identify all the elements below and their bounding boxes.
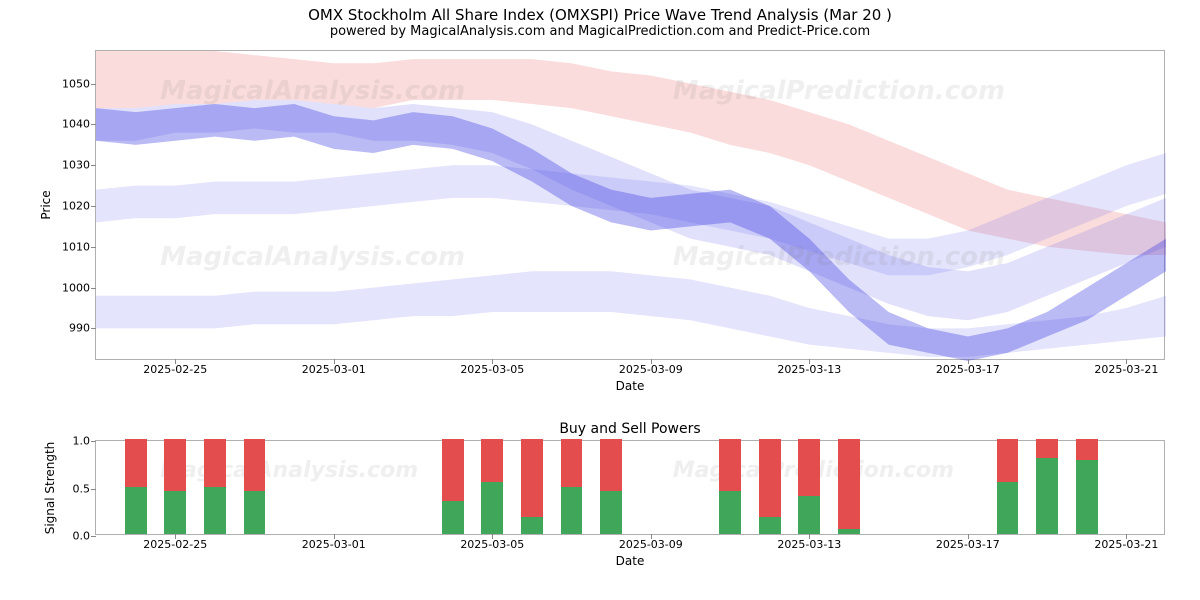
buy-bar	[164, 491, 186, 534]
signal-ylabel: Signal Strength	[43, 441, 57, 534]
watermark-left-p2: MagicalAnalysis.com	[160, 458, 418, 483]
sell-bar	[719, 439, 741, 491]
chart-subtitle: powered by MagicalAnalysis.com and Magic…	[0, 24, 1200, 39]
buy-bar	[719, 491, 741, 534]
sell-bar	[759, 439, 781, 517]
sell-bar	[561, 439, 583, 487]
buy-bar	[125, 487, 147, 535]
watermark-right: MagicalPrediction.com	[673, 76, 1005, 106]
sell-bar	[481, 439, 503, 482]
chart-title: OMX Stockholm All Share Index (OMXSPI) P…	[0, 6, 1200, 24]
sell-bar	[164, 439, 186, 491]
buy-bar	[997, 482, 1019, 534]
buy-bar	[481, 482, 503, 534]
watermark-left-2: MagicalAnalysis.com	[160, 76, 465, 106]
sell-bar	[442, 439, 464, 501]
buy-bar	[838, 529, 860, 534]
watermark-right-2: MagicalPrediction.com	[673, 242, 1005, 272]
signal-chart-title: Buy and Sell Powers	[559, 421, 700, 437]
sell-bar	[798, 439, 820, 496]
sell-bar	[1036, 439, 1058, 458]
price-ylabel: Price	[39, 190, 53, 219]
sell-bar	[838, 439, 860, 529]
buy-bar	[561, 487, 583, 535]
buy-bar	[798, 496, 820, 534]
sell-bar	[244, 439, 266, 491]
sell-bar	[1076, 439, 1098, 460]
sell-bar	[521, 439, 543, 517]
buy-bar	[442, 501, 464, 534]
buy-bar	[1076, 460, 1098, 534]
sell-bar	[125, 439, 147, 487]
price-xlabel: Date	[616, 379, 645, 393]
buy-bar	[204, 487, 226, 535]
watermark-left: MagicalAnalysis.com	[160, 242, 465, 272]
buy-bar	[521, 517, 543, 534]
buy-bar	[600, 491, 622, 534]
buy-bar	[244, 491, 266, 534]
sell-bar	[204, 439, 226, 487]
buy-bar	[759, 517, 781, 534]
sell-bar	[600, 439, 622, 491]
sell-bar	[997, 439, 1019, 482]
price-chart-panel: Price Date MagicalAnalysis.com MagicalPr…	[95, 50, 1165, 360]
buy-bar	[1036, 458, 1058, 534]
signal-xlabel: Date	[616, 554, 645, 568]
signal-chart-panel: Buy and Sell Powers Signal Strength Date…	[95, 440, 1165, 535]
